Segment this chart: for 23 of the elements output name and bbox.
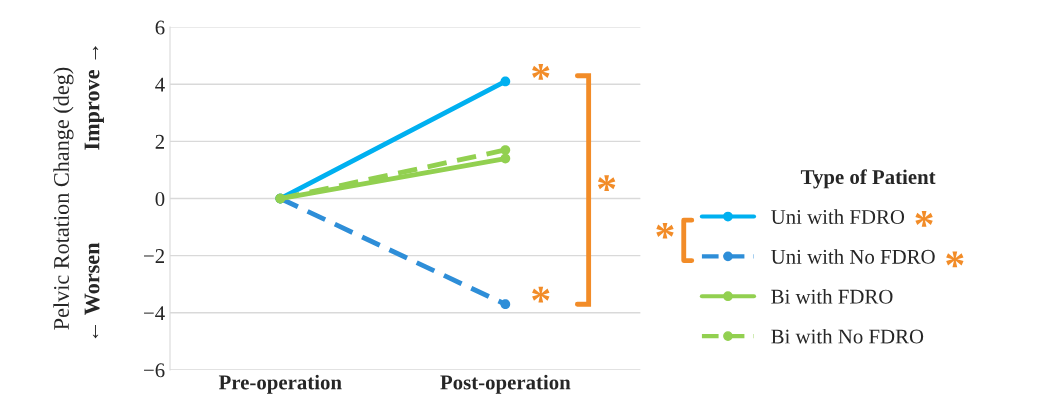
annotation: * [597, 175, 616, 192]
legend-label: Bi with FDRO [771, 289, 893, 304]
annotation: * [532, 63, 550, 80]
y-tick-label: 0 [155, 191, 165, 206]
text: Improve → [84, 46, 104, 150]
y-tick-label: −2 [144, 249, 164, 263]
y-tick-label: −4 [144, 306, 165, 321]
legend-label: Uni with FDRO [771, 209, 905, 225]
annotation: * [532, 286, 550, 303]
text: ← Worsen [84, 242, 100, 339]
text: * [656, 222, 674, 239]
text: * [915, 211, 933, 227]
x-tick-label: Post-operation [440, 374, 571, 394]
y-tick-label: 4 [155, 77, 165, 92]
y-tick-label: −6 [144, 363, 165, 378]
y-axis-title: Pelvic Rotation Change (deg) [53, 67, 74, 330]
y-tick-label: 2 [155, 134, 164, 149]
y-tick-label: 6 [155, 20, 165, 35]
legend-label: Uni with No FDRO [771, 249, 935, 264]
legend-label: Bi with No FDRO [771, 328, 924, 344]
x-tick-label: Pre-operation [218, 374, 342, 394]
text: * [946, 251, 964, 268]
legend-title: Type of Patient [800, 169, 936, 189]
